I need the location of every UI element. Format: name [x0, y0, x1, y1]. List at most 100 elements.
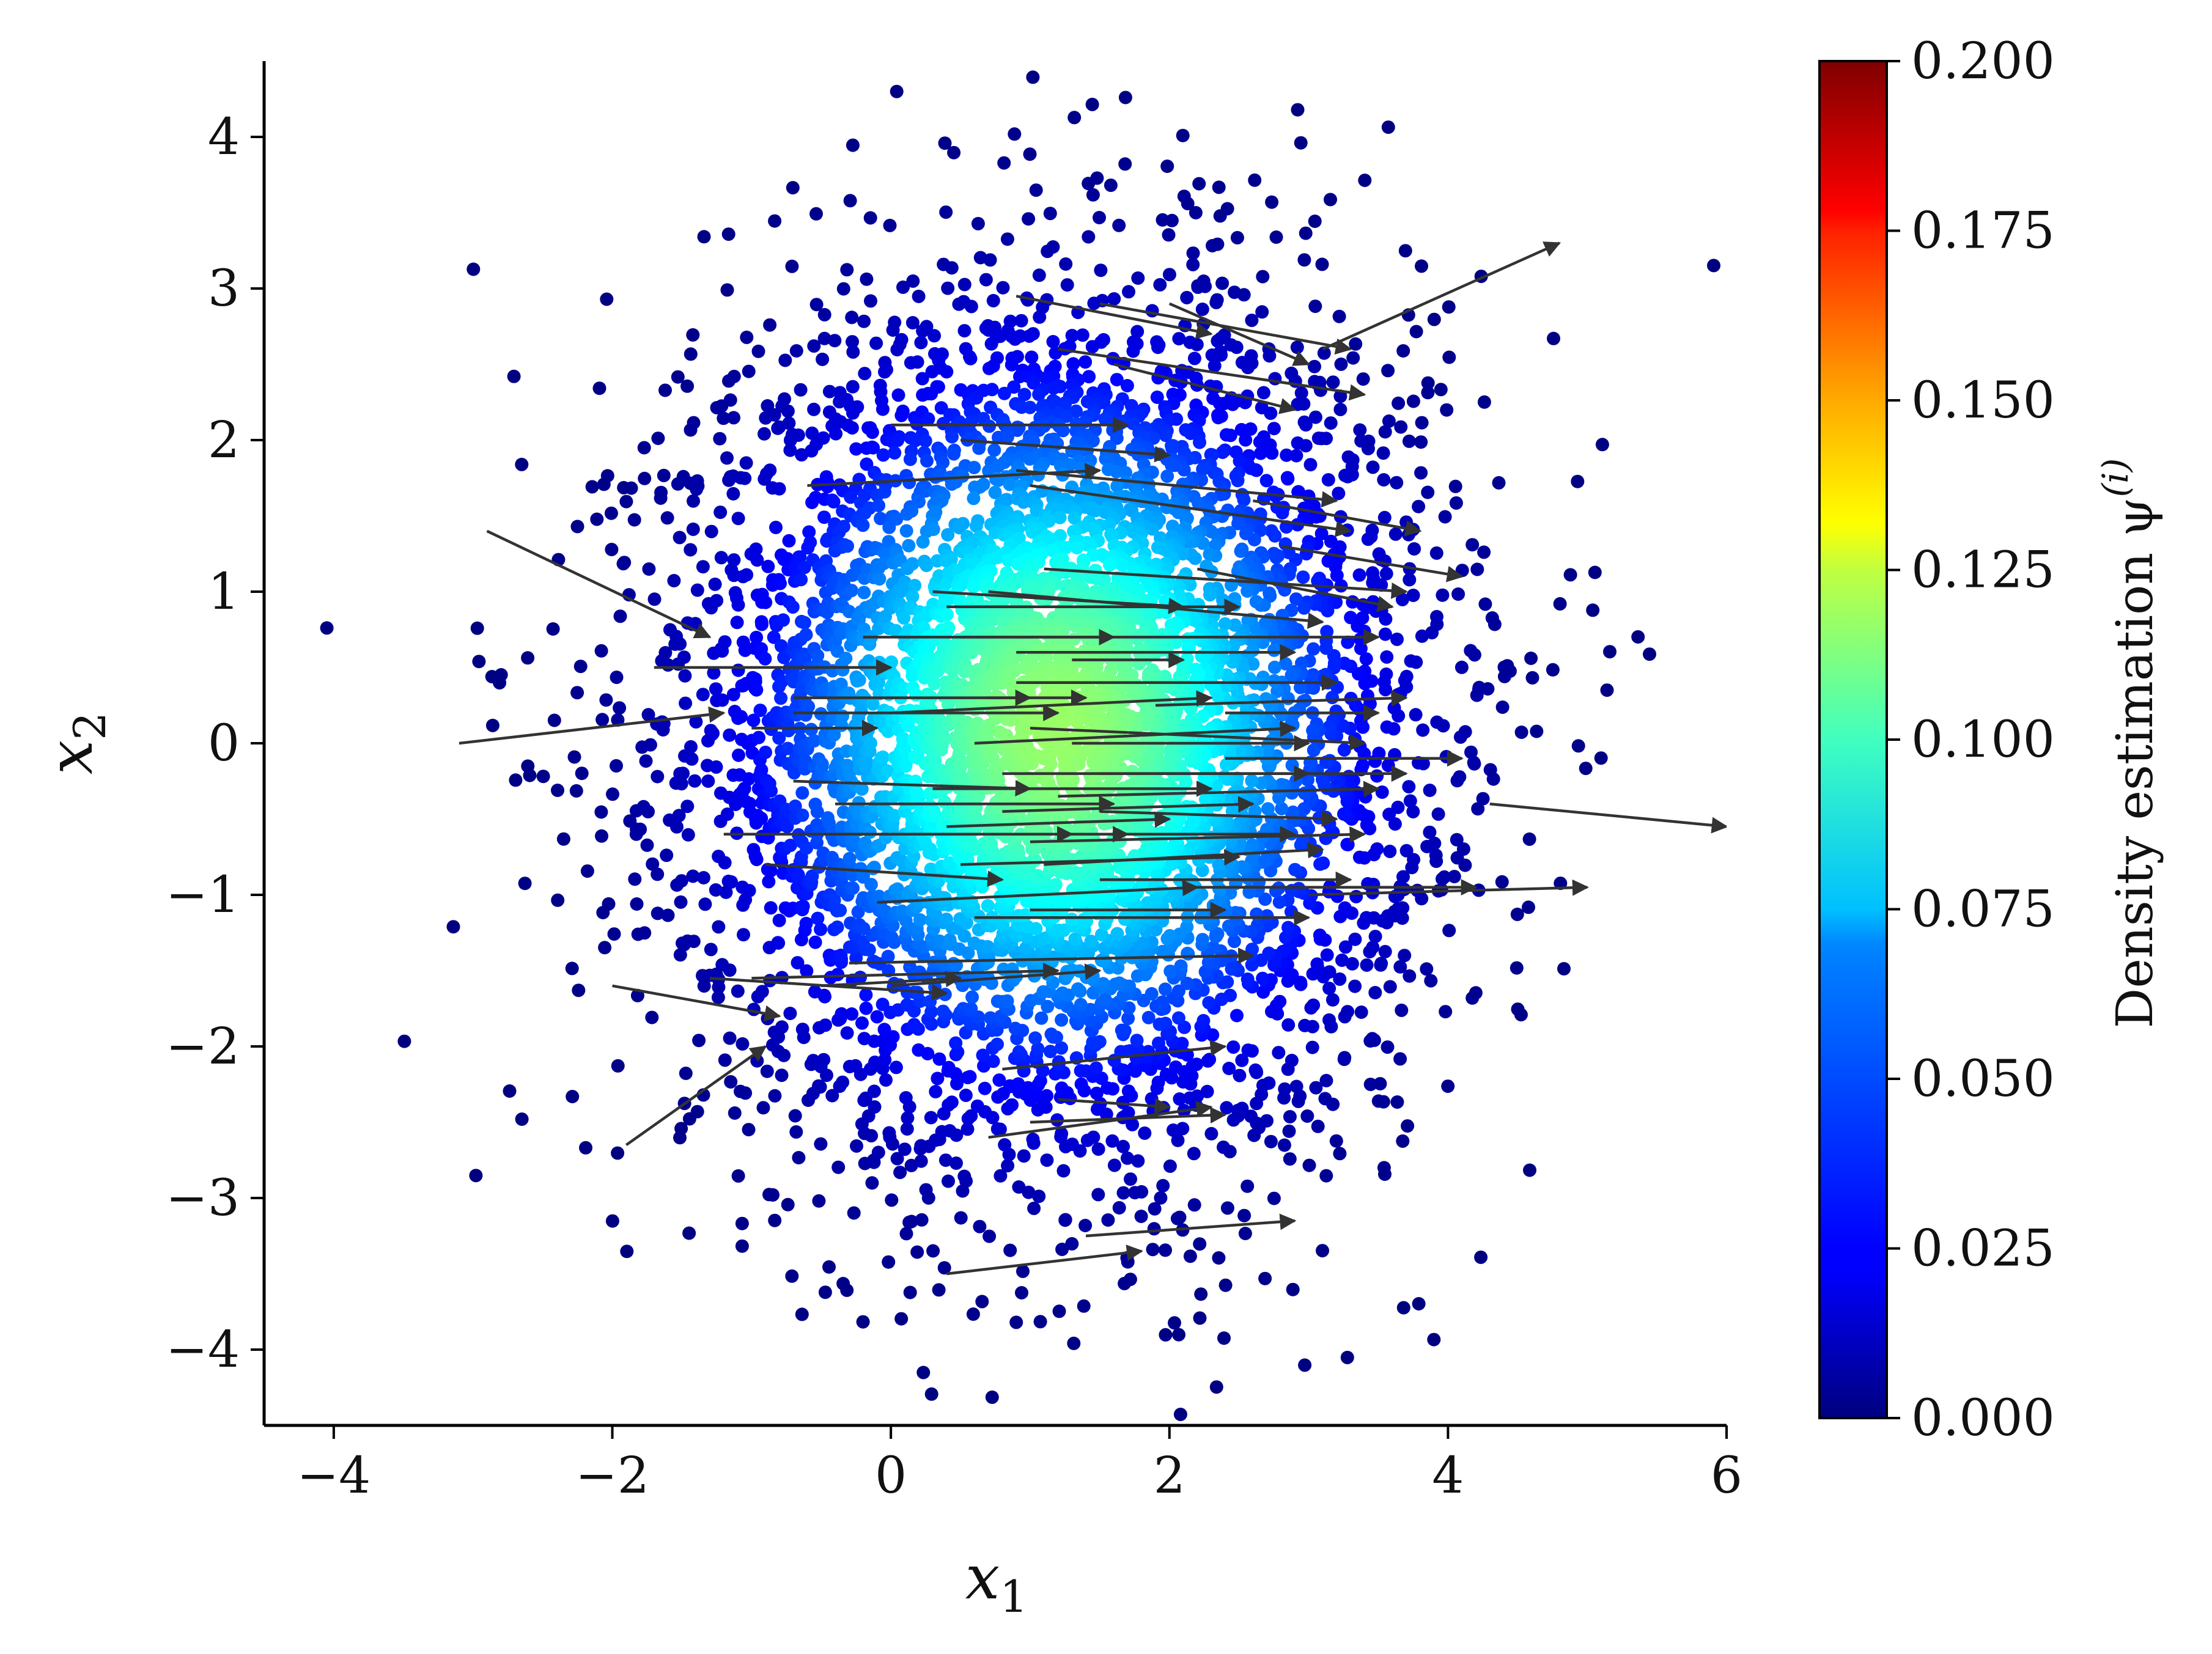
scatter-point — [1211, 411, 1225, 425]
scatter-point — [1239, 433, 1253, 447]
scatter-point — [766, 1188, 780, 1202]
scatter-point — [1196, 462, 1210, 476]
scatter-point — [853, 971, 867, 984]
scatter-point — [815, 757, 829, 771]
scatter-point — [690, 583, 704, 597]
scatter-point — [710, 594, 724, 608]
scatter-point — [738, 471, 752, 485]
scatter-point — [1291, 436, 1305, 450]
scatter-point — [914, 336, 928, 350]
scatter-point — [1075, 328, 1089, 342]
scatter-point — [1181, 197, 1195, 211]
scatter-point — [651, 770, 665, 784]
scatter-point — [1415, 259, 1428, 273]
scatter-point — [1040, 1089, 1054, 1103]
scatter-point — [1392, 396, 1406, 410]
scatter-point — [794, 573, 808, 587]
scatter-point — [827, 494, 841, 509]
scatter-point — [567, 750, 581, 764]
scatter-point — [964, 351, 978, 366]
scatter-point — [916, 535, 930, 549]
scatter-point — [1474, 1250, 1488, 1264]
scatter-point — [1332, 309, 1346, 323]
scatter-point — [967, 460, 981, 474]
scatter-point — [926, 1244, 940, 1258]
scatter-point — [985, 1390, 999, 1404]
scatter-point — [1043, 1045, 1057, 1059]
scatter-point — [1213, 209, 1227, 223]
scatter-point — [964, 834, 978, 848]
scatter-point — [1477, 545, 1491, 559]
scatter-point — [858, 367, 872, 381]
scatter-point — [1318, 1092, 1332, 1106]
scatter-point — [782, 416, 796, 430]
scatter-point — [503, 1084, 517, 1098]
scatter-point — [772, 731, 786, 745]
scatter-point — [1183, 336, 1197, 350]
scatter-point — [800, 841, 814, 855]
scatter-point — [680, 379, 695, 393]
scatter-point — [521, 651, 535, 665]
scatter-point — [709, 682, 723, 696]
scatter-point — [1082, 230, 1096, 244]
scatter-point — [984, 337, 998, 351]
scatter-point — [585, 480, 599, 494]
scatter-point — [1173, 1092, 1187, 1106]
scatter-point — [1377, 1161, 1391, 1175]
scatter-point — [1083, 570, 1097, 584]
scatter-point — [1041, 244, 1055, 259]
scatter-point — [957, 324, 971, 338]
scatter-point — [1176, 128, 1190, 142]
scatter-point — [696, 688, 710, 702]
scatter-point — [769, 520, 783, 534]
scatter-point — [698, 897, 712, 911]
scatter-point — [1046, 335, 1060, 348]
scatter-point — [569, 784, 583, 798]
scatter-point — [772, 482, 786, 496]
scatter-point — [714, 551, 728, 565]
scatter-point — [852, 673, 866, 687]
scatter-point — [1026, 1133, 1040, 1146]
scatter-point — [1337, 807, 1351, 821]
scatter-point — [799, 628, 813, 642]
scatter-point — [1131, 271, 1145, 285]
scatter-point — [772, 913, 786, 927]
scatter-point — [1089, 1086, 1104, 1100]
scatter-point — [755, 985, 769, 999]
scatter-point — [1594, 751, 1608, 765]
scatter-point — [1326, 375, 1340, 389]
scatter-point — [967, 580, 981, 594]
scatter-point — [1003, 1243, 1017, 1257]
scatter-point — [1167, 1123, 1180, 1137]
scatter-point — [836, 282, 850, 296]
scatter-point — [657, 468, 671, 482]
scatter-point — [1219, 428, 1233, 442]
scatter-point — [1325, 993, 1340, 1007]
scatter-point — [1065, 329, 1079, 342]
scatter-point — [1279, 930, 1292, 944]
scatter-point — [940, 623, 954, 638]
scatter-point — [880, 764, 894, 778]
scatter-point — [1267, 660, 1281, 674]
scatter-point — [1138, 1126, 1152, 1140]
scatter-point — [613, 609, 627, 623]
scatter-point — [817, 331, 831, 345]
scatter-point — [740, 568, 754, 582]
scatter-point — [1442, 300, 1456, 314]
scatter-point — [1396, 870, 1410, 884]
scatter-point — [1557, 961, 1571, 976]
scatter-point — [1001, 1159, 1015, 1173]
scatter-point — [942, 1060, 956, 1075]
scatter-point — [613, 701, 627, 715]
scatter-point — [1380, 650, 1394, 664]
scatter-point — [1130, 632, 1144, 645]
scatter-point — [684, 543, 698, 557]
scatter-point — [723, 1031, 737, 1045]
scatter-point — [905, 504, 919, 518]
scatter-point — [937, 1261, 951, 1275]
scatter-point — [627, 513, 641, 527]
scatter-point — [796, 899, 810, 913]
scatter-point — [639, 754, 653, 768]
scatter-point — [791, 868, 805, 882]
scatter-point — [1211, 334, 1225, 348]
